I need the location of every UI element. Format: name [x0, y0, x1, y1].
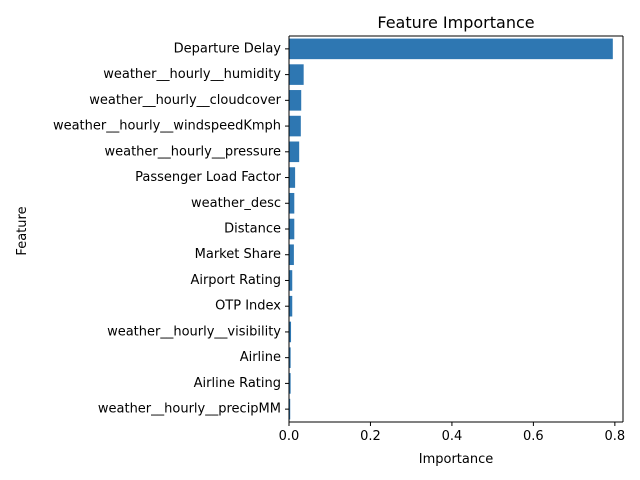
x-axis-ticks: 0.0 0.2 0.4 0.6 0.8 — [279, 422, 626, 444]
x-tick-label: 0.6 — [523, 429, 544, 444]
y-tick-label: Passenger Load Factor — [135, 170, 281, 185]
x-tick-label: 0.8 — [605, 429, 626, 444]
y-tick-label: weather__hourly__windspeedKmph — [53, 119, 281, 134]
y-axis-label: Feature — [15, 206, 30, 255]
y-tick-label: Airport Rating — [190, 273, 281, 288]
bar-6 — [289, 192, 295, 214]
x-tick-label: 0.0 — [279, 429, 300, 444]
y-tick-label: weather_desc — [191, 196, 281, 211]
y-tick-label: weather__hourly__cloudcover — [89, 93, 281, 108]
bar-8 — [289, 244, 294, 266]
bar-14 — [289, 398, 291, 420]
bars-group — [289, 38, 613, 420]
y-axis-ticks: Departure Delay weather__hourly__humidity… — [53, 41, 289, 417]
y-tick-label: weather__hourly__visibility — [107, 324, 281, 339]
y-tick-label: weather__hourly__humidity — [103, 67, 281, 82]
bar-7 — [289, 218, 295, 240]
y-tick-label: weather__hourly__precipMM — [98, 402, 281, 417]
y-tick-label: Airline — [240, 350, 281, 365]
chart-title: Feature Importance — [377, 13, 534, 32]
bar-12 — [289, 347, 291, 368]
y-tick-label: Departure Delay — [174, 41, 282, 56]
bar-3 — [289, 115, 301, 137]
x-axis-label: Importance — [419, 452, 494, 467]
y-tick-label: Market Share — [195, 247, 281, 262]
bar-5 — [289, 167, 296, 188]
y-tick-label: Airline Rating — [194, 376, 281, 391]
y-tick-label: Distance — [224, 222, 281, 237]
bar-13 — [289, 373, 291, 394]
y-tick-label: weather__hourly__pressure — [104, 144, 281, 159]
bar-4 — [289, 141, 300, 163]
bar-2 — [289, 90, 302, 111]
y-tick-label: OTP Index — [215, 299, 281, 314]
x-tick-label: 0.2 — [360, 429, 381, 444]
x-tick-label: 0.4 — [442, 429, 463, 444]
bar-1 — [289, 64, 304, 85]
bar-9 — [289, 270, 293, 291]
bar-10 — [289, 295, 293, 317]
bar-0 — [289, 38, 613, 60]
bar-11 — [289, 321, 292, 343]
